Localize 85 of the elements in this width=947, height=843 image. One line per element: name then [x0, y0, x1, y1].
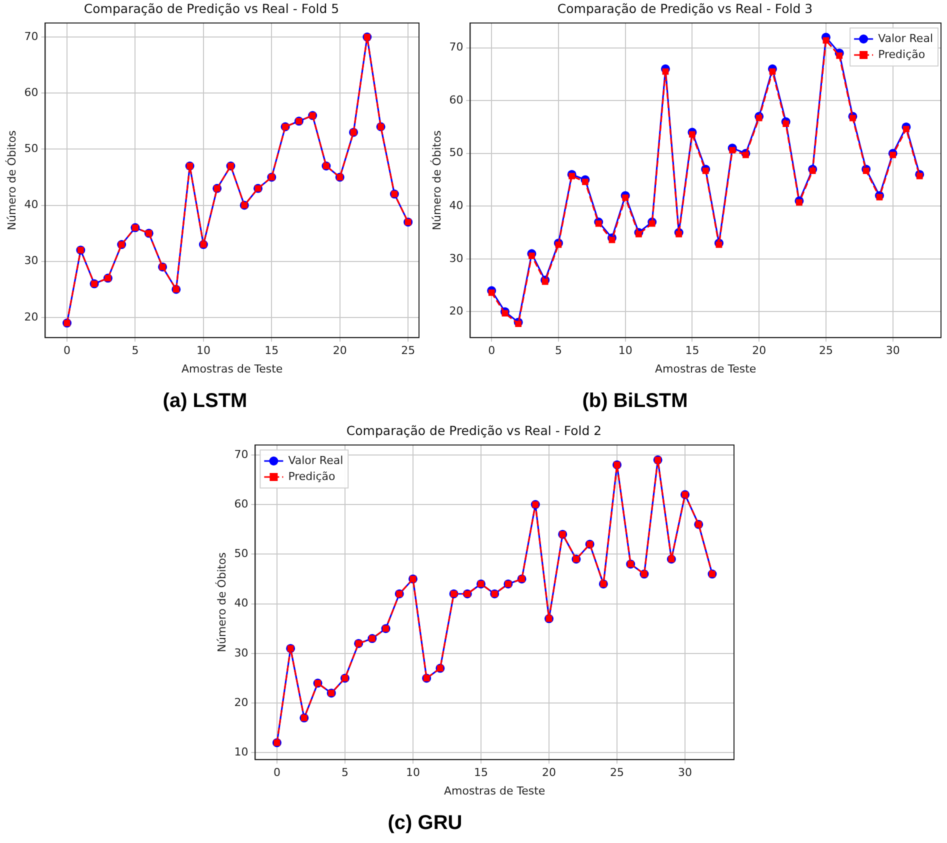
point	[648, 220, 656, 227]
x-tick-label: 20	[332, 344, 347, 358]
x-tick-label: 10	[196, 344, 210, 358]
point	[809, 168, 816, 174]
point	[542, 278, 548, 285]
x-tick-label: 20	[752, 344, 766, 358]
point	[782, 120, 790, 127]
point	[488, 290, 495, 296]
point	[702, 168, 709, 174]
x-axis-title: Amostras de Teste	[444, 784, 546, 798]
y-tick-label: 50	[234, 547, 248, 560]
x-tick-label: 20	[542, 766, 556, 780]
point	[636, 230, 642, 238]
chart-title: Comparação de Predição vs Real - Fold 2	[346, 422, 602, 438]
x-tick-label: 0	[64, 344, 71, 358]
y-tick-label: 10	[234, 746, 248, 759]
y-tick-label: 60	[234, 497, 248, 510]
point	[916, 172, 923, 180]
x-axis-title: Amostras de Teste	[655, 362, 756, 376]
legend-label: Valor Real	[878, 32, 934, 45]
point	[622, 194, 629, 201]
x-tick-label: 5	[132, 344, 139, 358]
x-tick-label: 5	[341, 766, 348, 780]
point	[742, 152, 749, 158]
y-axis-title: Número de Óbitos	[4, 130, 18, 230]
x-tick-label: 15	[474, 766, 488, 780]
point	[836, 52, 843, 59]
y-axis-title: Número de Óbitos	[214, 552, 228, 652]
y-tick-label: 40	[24, 198, 38, 212]
point	[528, 252, 535, 259]
point	[515, 320, 522, 328]
point	[555, 242, 562, 248]
text: (b) BiLSTM	[581, 390, 689, 413]
point	[822, 37, 830, 44]
chart-title: Comparação de Predição vs Real - Fold 5	[84, 0, 340, 16]
y-tick-label: 40	[449, 199, 464, 212]
y-tick-label: 40	[234, 596, 248, 610]
y-tick-label: 70	[24, 30, 38, 43]
y-tick-label: 30	[234, 646, 248, 660]
point	[676, 230, 682, 238]
y-tick-label: 60	[24, 86, 38, 99]
point	[862, 168, 870, 174]
point	[582, 178, 588, 186]
x-tick-label: 30	[678, 766, 692, 780]
legend-label: Predição	[288, 470, 336, 483]
x-tick-label: 25	[401, 344, 416, 358]
y-tick-label: 20	[234, 696, 248, 709]
legend-label: Predição	[878, 48, 926, 61]
text: (a) LSTM	[162, 390, 248, 413]
point	[716, 242, 722, 248]
point	[756, 114, 762, 122]
point	[502, 310, 508, 316]
x-tick-label: 15	[685, 344, 700, 358]
x-tick-label: 0	[273, 766, 280, 780]
point	[876, 194, 883, 200]
point	[850, 114, 856, 122]
y-tick-label: 30	[449, 252, 464, 265]
y-tick-label: 50	[449, 146, 464, 160]
x-tick-label: 0	[488, 344, 496, 358]
point	[890, 152, 896, 158]
y-tick-label: 50	[24, 142, 38, 156]
y-tick-label: 20	[449, 304, 464, 318]
y-tick-label: 70	[449, 40, 464, 54]
x-tick-label: 10	[406, 766, 420, 780]
y-axis-title: Número de Óbitos	[429, 130, 444, 230]
x-tick-label: 25	[818, 344, 833, 358]
x-tick-label: 10	[618, 344, 632, 358]
y-tick-label: 60	[449, 93, 464, 106]
chart-title: Comparação de Predição vs Real - Fold 3	[557, 0, 813, 16]
y-tick-label: 70	[234, 448, 248, 461]
x-tick-label: 25	[610, 766, 624, 780]
y-tick-label: 20	[24, 310, 38, 324]
legend-label: Valor Real	[288, 454, 344, 467]
point	[729, 147, 736, 154]
point	[689, 131, 696, 138]
point	[796, 199, 802, 206]
point	[595, 220, 602, 227]
text: (c) GRU	[386, 812, 464, 835]
x-tick-label: 15	[264, 344, 279, 358]
x-tick-label: 5	[554, 344, 562, 358]
x-tick-label: 30	[886, 344, 900, 358]
point	[903, 126, 910, 132]
y-tick-label: 30	[24, 254, 38, 268]
x-axis-title: Amostras de Teste	[182, 362, 283, 376]
point	[568, 172, 576, 180]
